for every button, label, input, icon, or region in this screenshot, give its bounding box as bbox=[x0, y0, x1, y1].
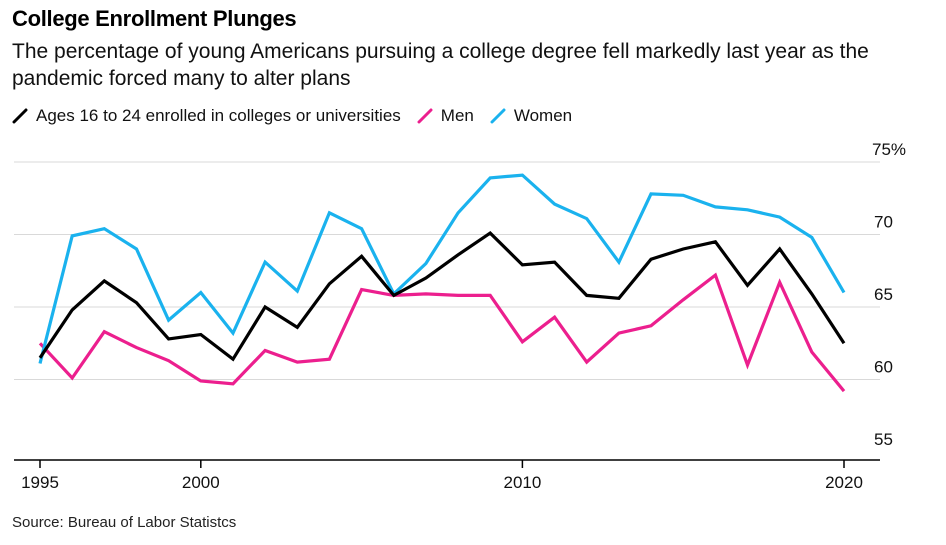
legend-item-men: Men bbox=[417, 106, 474, 126]
legend: Ages 16 to 24 enrolled in colleges or un… bbox=[12, 106, 588, 126]
y-tick-label: 65 bbox=[874, 285, 893, 304]
chart-title: College Enrollment Plunges bbox=[12, 6, 297, 31]
x-tick-label: 2020 bbox=[825, 473, 863, 492]
chart-subtitle: The percentage of young Americans pursui… bbox=[12, 40, 869, 90]
x-tick-label: 2000 bbox=[182, 473, 220, 492]
series-line-men bbox=[38, 272, 846, 393]
legend-label-total: Ages 16 to 24 enrolled in colleges or un… bbox=[36, 106, 401, 125]
x-tick-label: 2010 bbox=[503, 473, 541, 492]
series-line-women bbox=[38, 173, 846, 364]
y-tick-label: 55 bbox=[874, 430, 893, 449]
legend-item-women: Women bbox=[490, 106, 572, 126]
legend-swatch-women bbox=[490, 108, 506, 124]
legend-swatch-total bbox=[12, 108, 28, 124]
source-note: Source: Bureau of Labor Statistcs bbox=[12, 514, 237, 531]
legend-label-men: Men bbox=[440, 106, 474, 125]
y-tick-label: 60 bbox=[874, 358, 893, 377]
series-line-total bbox=[38, 231, 846, 362]
legend-label-women: Women bbox=[513, 106, 573, 125]
y-tick-label: 75% bbox=[872, 140, 906, 159]
x-tick-label: 1995 bbox=[21, 473, 59, 492]
grid-lines bbox=[14, 161, 880, 380]
x-axis bbox=[14, 459, 880, 468]
y-tick-label: 70 bbox=[874, 213, 893, 232]
legend-item-total: Ages 16 to 24 enrolled in colleges or un… bbox=[12, 106, 401, 126]
tick-labels: 75% 70 65 60 55 1995 2000 2010 2020 bbox=[21, 140, 906, 492]
series-lines bbox=[38, 173, 846, 393]
legend-swatch-men bbox=[417, 108, 433, 124]
